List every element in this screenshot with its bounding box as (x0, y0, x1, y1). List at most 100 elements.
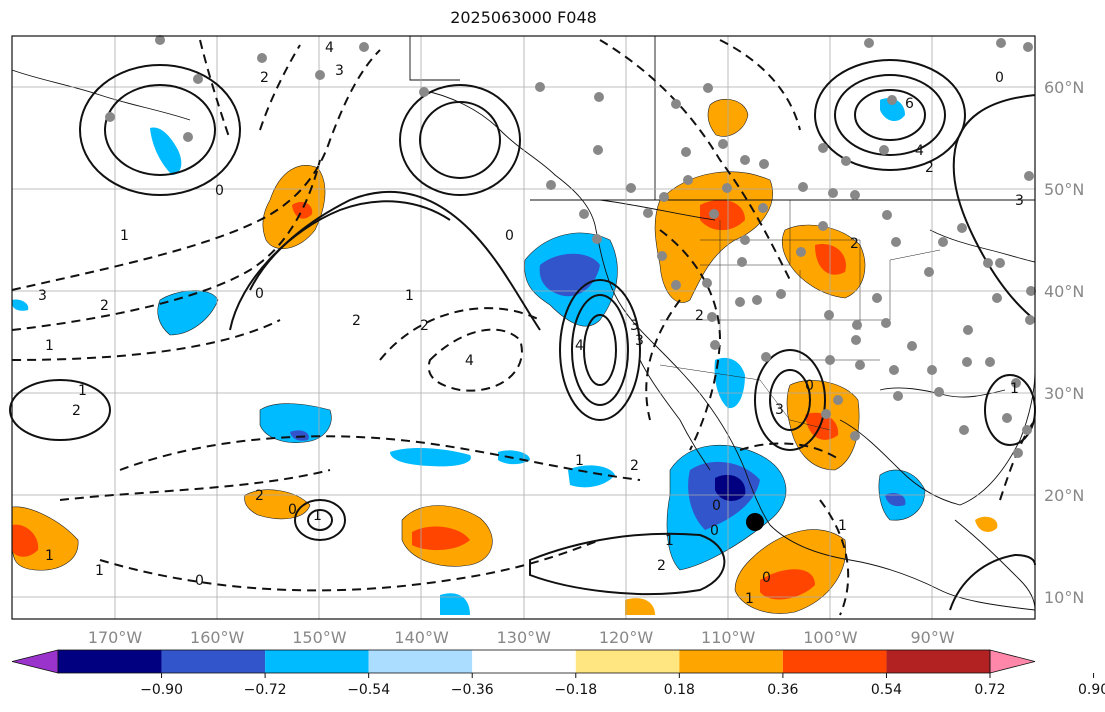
colorbar-segment (679, 650, 783, 673)
colorbar-segment (161, 650, 266, 673)
anomaly-patch (975, 516, 998, 532)
contour-label: 2 (352, 313, 361, 329)
dashed-contours (11, 39, 1036, 616)
anomaly-patch (290, 430, 309, 441)
anomaly-patch (815, 244, 846, 275)
contour-label: 3 (335, 63, 344, 79)
contour-label: 2 (850, 236, 859, 252)
map-area: 4 3 2 1 0 6 4 2 3 0 1 2 3 4 0 2 1 2 0 1 … (9, 35, 1036, 620)
contour-label: 3 (1015, 193, 1024, 209)
contour-label: 1 (45, 338, 54, 354)
contour-label: 1 (78, 383, 87, 399)
colorbar-border (57, 649, 991, 674)
contour-label: 2 (260, 70, 269, 86)
shaded-anomaly-layer (11, 98, 998, 615)
contour-label: 1 (838, 518, 847, 534)
contour-label: 0 (762, 570, 771, 586)
contour-label: 0 (195, 573, 204, 589)
anomaly-patch (885, 493, 906, 507)
colorbar-label: 0.36 (767, 682, 798, 698)
contour-label: 4 (465, 353, 474, 369)
latitude-label: 10°N (1044, 588, 1084, 607)
colorbar-segment (368, 650, 473, 673)
contour-label: 2 (100, 298, 109, 314)
colorbar-segment (472, 650, 576, 673)
anomaly-patch (714, 357, 745, 409)
latitude-label: 30°N (1044, 384, 1084, 403)
longitude-label: 110°W (701, 628, 756, 647)
colorbar: −0.90 −0.72 −0.54 −0.36 −0.18 0.18 0.36 0.54 0.7… (11, 649, 1105, 698)
contour-label: 0 (995, 70, 1004, 86)
contour-label: 0 (505, 228, 514, 244)
contour-label: 2 (255, 488, 264, 504)
longitude-label: 150°W (292, 628, 347, 647)
anomaly-patch (760, 569, 815, 600)
site-marker (746, 513, 764, 531)
contour-label: 1 (575, 453, 584, 469)
longitude-label: 120°W (599, 628, 654, 647)
longitude-labels: 170°W 160°W 150°W 140°W 130°W 120°W 110°W 100°W… (88, 628, 955, 647)
borders-layer (659, 200, 941, 431)
contour-label: 1 (745, 591, 754, 607)
contour-label: 4 (325, 40, 334, 56)
contour-label: 2 (72, 403, 81, 419)
contour-labels: 4 3 2 1 0 6 4 2 3 0 1 2 3 4 0 2 1 2 0 1 … (38, 40, 1024, 607)
colorbar-label: −0.54 (347, 682, 390, 698)
contour-label: 3 (775, 402, 784, 418)
contour-label: 1 (405, 288, 414, 304)
contour-label: 6 (905, 96, 914, 112)
contour-label: 0 (288, 502, 297, 518)
contour-label: 1 (1010, 381, 1019, 397)
contour-label: 1 (665, 533, 674, 549)
anomaly-patch (700, 200, 745, 231)
anomaly-patch (12, 299, 29, 311)
contour-label: 0 (805, 378, 814, 394)
colorbar-segment (575, 650, 680, 673)
contour-label: 1 (313, 508, 322, 524)
anomaly-patch (498, 450, 530, 465)
contour-label: 2 (630, 458, 639, 474)
colorbar-segment (782, 650, 887, 673)
anomaly-patch (440, 593, 470, 615)
longitude-label: 160°W (190, 628, 245, 647)
colorbar-segment (265, 650, 369, 673)
colorbar-label: −0.72 (244, 682, 287, 698)
contour-label: 0 (215, 183, 224, 199)
colorbar-extend-low (11, 649, 59, 674)
latitude-label: 60°N (1044, 78, 1084, 97)
longitude-label: 100°W (803, 628, 858, 647)
colorbar-segment (886, 650, 990, 673)
anomaly-patch (880, 98, 905, 122)
solid-contours (9, 59, 1036, 611)
contour-label: 1 (120, 228, 129, 244)
map-title: 2025063000 F048 (450, 8, 597, 27)
colorbar-extend-high (989, 649, 1036, 674)
contour-label: 2 (657, 558, 666, 574)
latitude-label: 50°N (1044, 180, 1084, 199)
contour-label: 4 (575, 338, 584, 354)
contour-label: 3 (635, 333, 644, 349)
coastlines-layer (11, 36, 1036, 611)
longitude-label: 130°W (497, 628, 552, 647)
contour-label: 1 (95, 563, 104, 579)
colorbar-label: −0.36 (451, 682, 494, 698)
anomaly-patch (715, 474, 746, 502)
contour-label: 2 (925, 160, 934, 176)
colorbar-label: 0.90 (1078, 682, 1105, 698)
colorbar-segment (58, 650, 162, 673)
contour-label: 3 (630, 318, 639, 334)
colorbar-label: 0.18 (664, 682, 695, 698)
anomaly-patch (412, 526, 470, 551)
latitude-labels: 60°N 50°N 40°N 30°N 20°N 10°N (1044, 78, 1084, 607)
anomaly-patch (654, 171, 773, 303)
contour-label: 1 (45, 548, 54, 564)
longitude-label: 170°W (88, 628, 143, 647)
anomaly-patch (390, 448, 471, 467)
contour-label: 0 (255, 286, 264, 302)
contour-label: 2 (420, 318, 429, 334)
anomaly-patch (150, 127, 182, 175)
longitude-label: 90°W (911, 628, 955, 647)
contour-label: 2 (695, 308, 704, 324)
contour-label: 3 (38, 288, 47, 304)
contour-label: 0 (712, 498, 721, 514)
